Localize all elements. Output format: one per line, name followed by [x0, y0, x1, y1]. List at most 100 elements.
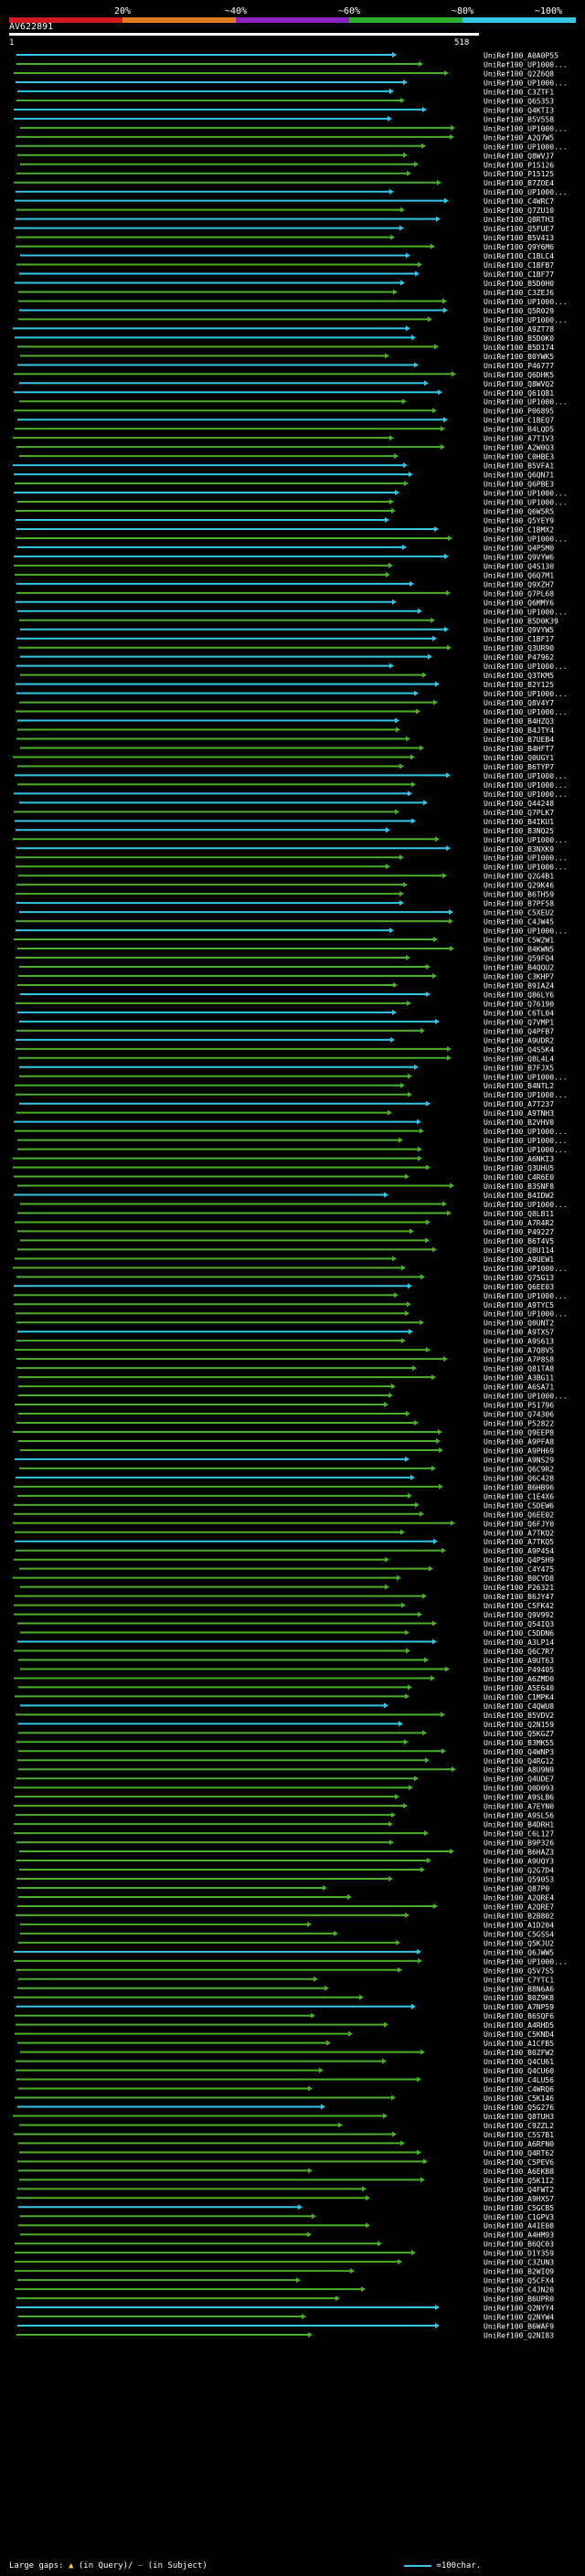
hit-label[interactable]: UniRef100_Q6Q7M1: [484, 571, 554, 579]
hit-label[interactable]: UniRef100_Q4CU61: [484, 2058, 554, 2066]
hit-label[interactable]: UniRef100_P52822: [484, 1420, 554, 1428]
hit-label[interactable]: UniRef100_B3MK55: [484, 1739, 554, 1747]
hit-label[interactable]: UniRef100_Q54IQ3: [484, 1620, 554, 1628]
hit-label[interactable]: UniRef100_Q8LB11: [484, 1210, 554, 1218]
hit-label[interactable]: UniRef100_B4HFT7: [484, 745, 554, 753]
hit-label[interactable]: UniRef100_B9P326: [484, 1839, 554, 1848]
hit-label[interactable]: UniRef100_B3NXK9: [484, 845, 554, 853]
hit-label[interactable]: UniRef100_P26321: [484, 1584, 554, 1592]
hit-label[interactable]: UniRef100_C1BLC4: [484, 252, 554, 260]
hit-label[interactable]: UniRef100_A6ZMD0: [484, 1675, 554, 1683]
hit-label[interactable]: UniRef100_B4JTY4: [484, 726, 554, 735]
hit-label[interactable]: UniRef100_B0CYD8: [484, 1574, 554, 1583]
hit-label[interactable]: UniRef100_Q5KGZ7: [484, 1730, 554, 1738]
hit-label[interactable]: UniRef100_Q44248: [484, 800, 554, 808]
hit-label[interactable]: UniRef100_P51796: [484, 1402, 554, 1410]
hit-label[interactable]: UniRef100_B4IDW2: [484, 1192, 554, 1200]
hit-label[interactable]: UniRef100_UP1000...: [484, 836, 568, 844]
hit-label[interactable]: UniRef100_C1MPK4: [484, 1693, 554, 1701]
hit-label[interactable]: UniRef100_B7FJX5: [484, 1064, 554, 1072]
hit-label[interactable]: UniRef100_UP1000...: [484, 663, 568, 671]
hit-label[interactable]: UniRef100_Q74306: [484, 1411, 554, 1419]
hit-label[interactable]: UniRef100_UP1000...: [484, 1073, 568, 1081]
hit-label[interactable]: UniRef100_Q8TUH3: [484, 2113, 554, 2121]
hit-label[interactable]: UniRef100_Q8L4L4: [484, 1055, 554, 1063]
hit-label[interactable]: UniRef100_UP1000...: [484, 298, 568, 306]
hit-label[interactable]: UniRef100_C4Y475: [484, 1565, 554, 1574]
hit-label[interactable]: UniRef100_P47962: [484, 653, 554, 662]
hit-label[interactable]: UniRef100_A9NS29: [484, 1456, 554, 1464]
hit-label[interactable]: UniRef100_Q6DHK5: [484, 371, 554, 379]
hit-label[interactable]: UniRef100_Q6C428: [484, 1474, 554, 1482]
hit-label[interactable]: UniRef100_Q4P5M0: [484, 544, 554, 552]
hit-label[interactable]: UniRef100_B2B802: [484, 1912, 554, 1920]
hit-label[interactable]: UniRef100_Q8WVJ7: [484, 152, 554, 160]
hit-label[interactable]: UniRef100_UP1000...: [484, 1128, 568, 1136]
hit-label[interactable]: UniRef100_Q8RTH3: [484, 216, 554, 224]
hit-label[interactable]: UniRef100_C1BFB7: [484, 261, 554, 270]
hit-label[interactable]: UniRef100_Q5KJU2: [484, 1939, 554, 1947]
hit-label[interactable]: UniRef100_B6HAZ3: [484, 1849, 554, 1857]
hit-label[interactable]: UniRef100_Q6QN71: [484, 472, 554, 480]
hit-label[interactable]: UniRef100_B6SQF6: [484, 2012, 554, 2020]
hit-label[interactable]: UniRef100_UP1000...: [484, 60, 568, 69]
hit-label[interactable]: UniRef100_A1CFB5: [484, 2040, 554, 2048]
hit-label[interactable]: UniRef100_Q8WVQ2: [484, 380, 554, 388]
hit-label[interactable]: UniRef100_C5FK42: [484, 1602, 554, 1610]
hit-label[interactable]: UniRef100_B4LQD5: [484, 426, 554, 434]
hit-label[interactable]: UniRef100_A7T1V3: [484, 435, 554, 443]
hit-label[interactable]: UniRef100_C5KND4: [484, 2030, 554, 2039]
hit-label[interactable]: UniRef100_B7ZOE4: [484, 179, 554, 187]
hit-label[interactable]: UniRef100_UP1000...: [484, 1201, 568, 1209]
hit-label[interactable]: UniRef100_Q0UNT2: [484, 1320, 554, 1328]
hit-label[interactable]: UniRef100_A9S613: [484, 1338, 554, 1346]
hit-label[interactable]: UniRef100_Q2NYW4: [484, 2314, 554, 2322]
hit-label[interactable]: UniRef100_A9UT63: [484, 1657, 554, 1665]
hit-label[interactable]: UniRef100_A7EYN0: [484, 1803, 554, 1811]
hit-label[interactable]: UniRef100_Q3UR90: [484, 644, 554, 652]
hit-label[interactable]: UniRef100_Q2Z6Q8: [484, 69, 554, 78]
hit-label[interactable]: UniRef100_UP1000...: [484, 781, 568, 790]
hit-label[interactable]: UniRef100_B7PF58: [484, 900, 554, 908]
hit-label[interactable]: UniRef100_Q8U114: [484, 1246, 554, 1255]
hit-label[interactable]: UniRef100_A9ZT78: [484, 325, 554, 334]
hit-label[interactable]: UniRef100_Q5FUE7: [484, 225, 554, 233]
hit-label[interactable]: UniRef100_UP1000...: [484, 1137, 568, 1145]
hit-label[interactable]: UniRef100_C6L127: [484, 1830, 554, 1839]
hit-label[interactable]: UniRef100_Q81TA8: [484, 1365, 554, 1373]
hit-label[interactable]: UniRef100_Q4S130: [484, 562, 554, 570]
hit-label[interactable]: UniRef100_A8U9N9: [484, 1766, 554, 1775]
hit-label[interactable]: UniRef100_UP1000...: [484, 1310, 568, 1319]
hit-label[interactable]: UniRef100_B4HZQ3: [484, 717, 554, 726]
hit-label[interactable]: UniRef100_B6UPR0: [484, 2295, 554, 2304]
hit-label[interactable]: UniRef100_Q5V7S5: [484, 1966, 554, 1975]
hit-label[interactable]: UniRef100_C5W2W1: [484, 937, 554, 945]
hit-label[interactable]: UniRef100_A5E640: [484, 1684, 554, 1692]
hit-label[interactable]: UniRef100_Q5K1I2: [484, 2177, 554, 2185]
hit-label[interactable]: UniRef100_Q4RT62: [484, 2149, 554, 2157]
hit-label[interactable]: UniRef100_Q2NYY4: [484, 2305, 554, 2313]
hit-label[interactable]: UniRef100_UP1000...: [484, 690, 568, 698]
hit-label[interactable]: UniRef100_Q2G7D4: [484, 1867, 554, 1875]
hit-label[interactable]: UniRef100_Q5G276: [484, 2104, 554, 2112]
hit-label[interactable]: UniRef100_A7T237: [484, 1100, 554, 1108]
hit-label[interactable]: UniRef100_A2W0Q3: [484, 444, 554, 452]
hit-label[interactable]: UniRef100_A6NKI3: [484, 1155, 554, 1163]
hit-label[interactable]: UniRef100_Q61Q81: [484, 389, 554, 398]
hit-label[interactable]: UniRef100_B7UEB4: [484, 736, 554, 744]
hit-label[interactable]: UniRef100_B6T4V5: [484, 1237, 554, 1246]
hit-label[interactable]: UniRef100_UP1000...: [484, 1393, 568, 1401]
hit-label[interactable]: UniRef100_UP1000...: [484, 608, 568, 616]
hit-label[interactable]: UniRef100_B5V413: [484, 234, 554, 242]
hit-label[interactable]: UniRef100_A7NP59: [484, 2003, 554, 2011]
hit-label[interactable]: UniRef100_C5DDN6: [484, 1629, 554, 1638]
hit-label[interactable]: UniRef100_C4LU56: [484, 2076, 554, 2084]
hit-label[interactable]: UniRef100_A2Q7W5: [484, 133, 554, 142]
hit-label[interactable]: UniRef100_Q4RG12: [484, 1757, 554, 1765]
hit-label[interactable]: UniRef100_A6RFN0: [484, 2140, 554, 2148]
hit-label[interactable]: UniRef100_Q4UDE7: [484, 1776, 554, 1784]
hit-label[interactable]: UniRef100_B5D0H0: [484, 280, 554, 288]
hit-label[interactable]: UniRef100_A3BG11: [484, 1374, 554, 1383]
hit-label[interactable]: UniRef100_C3ZTF1: [484, 88, 554, 96]
hit-label[interactable]: UniRef100_Q0D093: [484, 1785, 554, 1793]
